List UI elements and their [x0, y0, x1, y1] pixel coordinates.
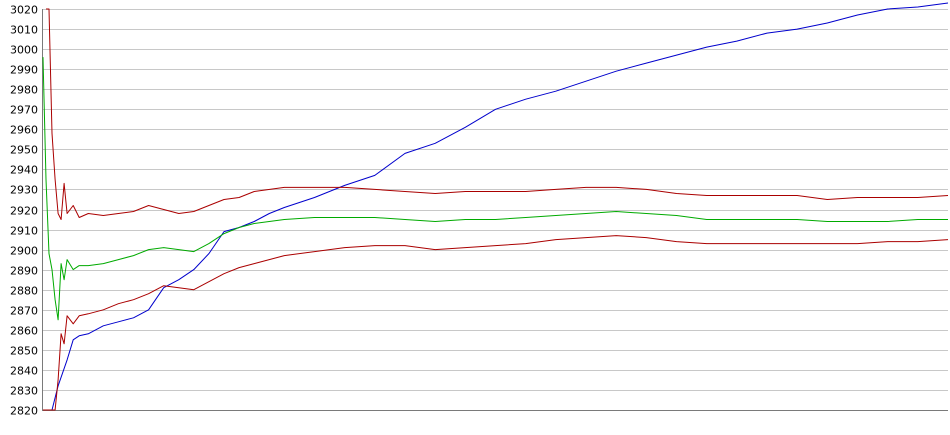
- y-tick-label: 2880: [10, 285, 38, 298]
- y-tick-label: 2830: [10, 385, 38, 398]
- y-tick-label: 2940: [10, 164, 38, 177]
- y-tick-label: 2920: [10, 205, 38, 218]
- series-line-1: [43, 2, 949, 411]
- y-tick-label: 2910: [10, 225, 38, 238]
- y-tick-labels: 3020 3010 3000 2990 2980 2970 2960 2950 2940 2930…: [10, 4, 38, 418]
- y-tick-label: 2970: [10, 104, 38, 117]
- y-tick-label: 2860: [10, 325, 38, 338]
- y-tick-label: 2870: [10, 305, 38, 318]
- series-line-2: [42, 57, 948, 321]
- y-tick-label: 2900: [10, 245, 38, 258]
- y-tick-label: 2990: [10, 64, 38, 77]
- y-tick-label: 3010: [10, 24, 38, 37]
- y-tick-label: 2960: [10, 124, 38, 137]
- y-tick-label: 2950: [10, 144, 38, 157]
- gridlines: [43, 9, 948, 411]
- series-line-4: [43, 235, 949, 411]
- y-tick-label: 2890: [10, 265, 38, 278]
- y-tick-label: 2840: [10, 365, 38, 378]
- y-tick-label: 3000: [10, 44, 38, 57]
- series-line-3: [46, 8, 949, 220]
- series-lines: [42, 2, 949, 411]
- y-tick-label: 2820: [10, 405, 38, 418]
- y-tick-label: 2980: [10, 84, 38, 97]
- axes: [42, 9, 948, 411]
- y-tick-label: 2850: [10, 345, 38, 358]
- y-tick-label: 3020: [10, 4, 38, 17]
- y-tick-label: 2930: [10, 184, 38, 197]
